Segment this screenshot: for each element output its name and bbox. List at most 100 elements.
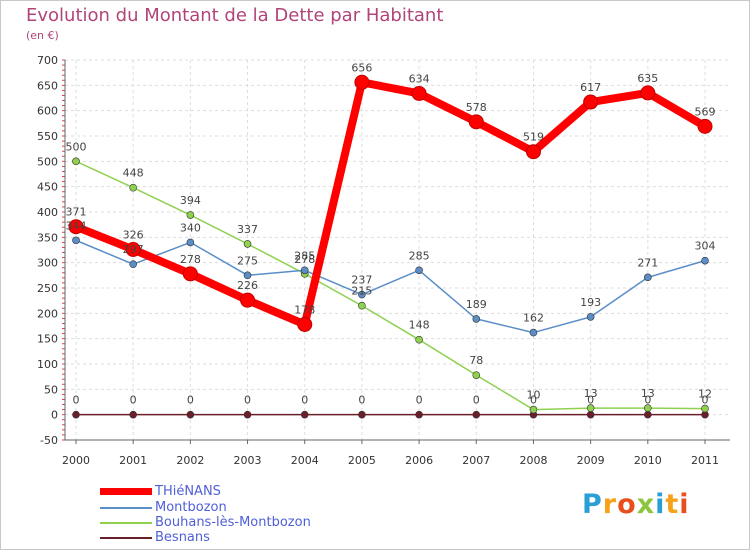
data-label: 578 (466, 101, 487, 114)
y-tick-label: 100 (37, 358, 58, 371)
data-label: 656 (351, 61, 372, 74)
x-tick-label: 2011 (691, 454, 719, 467)
data-label: 226 (237, 279, 258, 292)
data-label: 178 (294, 303, 315, 316)
y-tick-label: 600 (37, 105, 58, 118)
x-tick-label: 2005 (348, 454, 376, 467)
series-line (75, 239, 706, 334)
y-tick-label: 200 (37, 307, 58, 320)
chart-subtitle: (en €) (26, 29, 59, 42)
data-point (125, 241, 141, 257)
series-line (75, 160, 706, 411)
x-tick-label: 2004 (291, 454, 319, 467)
data-point (468, 114, 484, 130)
x-tick-label: 2009 (577, 454, 605, 467)
y-tick-label: 300 (37, 257, 58, 270)
x-tick-label: 2007 (462, 454, 490, 467)
data-label: 0 (130, 394, 137, 407)
data-point (72, 157, 80, 166)
data-point (415, 266, 423, 275)
legend-label: Bouhans-lès-Montbozon (155, 515, 311, 530)
data-point (182, 266, 198, 282)
x-tick-label: 2000 (62, 454, 90, 467)
legend-swatch (100, 537, 152, 539)
data-label: 519 (523, 131, 544, 144)
legend-item-bouhans: Bouhans-lès-Montbozon (100, 515, 380, 531)
x-tick-label: 2001 (119, 454, 147, 467)
y-tick-label: 550 (37, 130, 58, 143)
legend-swatch (100, 522, 152, 524)
data-point (186, 211, 195, 219)
data-label: 162 (523, 312, 544, 325)
data-label: 344 (66, 219, 87, 232)
data-point (415, 335, 423, 344)
legend-label: THiéNANS (155, 484, 221, 499)
data-label: 448 (123, 167, 144, 180)
data-point (472, 371, 481, 379)
data-label: 0 (244, 394, 251, 407)
data-point (186, 410, 195, 419)
data-point (701, 404, 709, 413)
y-tick-label: 500 (37, 155, 58, 168)
data-label: 0 (73, 394, 80, 407)
data-label: 278 (180, 253, 201, 266)
data-label: 0 (587, 394, 594, 407)
legend-item-besnans: Besnans (100, 530, 380, 546)
data-label: 337 (237, 223, 258, 236)
data-label: 275 (237, 254, 258, 267)
data-point (472, 315, 481, 323)
data-label: 271 (637, 256, 658, 269)
data-point (300, 266, 309, 275)
legend-label: Montbozon (155, 500, 227, 515)
y-tick-label: 450 (37, 181, 58, 194)
x-tick-label: 2002 (176, 454, 204, 467)
data-point (640, 85, 656, 101)
data-label: 0 (358, 394, 365, 407)
data-point (297, 316, 313, 332)
data-point (644, 410, 652, 419)
data-point (644, 404, 652, 412)
data-point (701, 256, 709, 265)
legend-swatch (100, 507, 152, 509)
data-point (354, 74, 370, 90)
data-label: 500 (66, 140, 87, 153)
y-tick-label: 400 (37, 206, 58, 219)
data-label: 278 (294, 253, 315, 266)
x-tick-label: 2010 (634, 454, 662, 467)
data-label: 0 (644, 394, 651, 407)
data-label: 285 (294, 249, 315, 262)
data-label: 340 (180, 221, 201, 234)
y-tick-label: 350 (37, 231, 58, 244)
data-label: 13 (584, 387, 598, 400)
data-label: 10 (526, 389, 540, 402)
y-tick-label: 0 (51, 409, 58, 422)
data-point (644, 273, 652, 282)
data-label: 78 (469, 354, 483, 367)
data-label: 237 (351, 274, 372, 287)
data-point (240, 292, 256, 308)
data-point (586, 404, 595, 412)
proxiti-logo: Proxiti (582, 489, 690, 520)
data-label: 304 (695, 240, 716, 253)
chart-title: Evolution du Montant de la Dette par Hab… (26, 5, 444, 26)
data-point (529, 328, 538, 337)
data-point (243, 240, 252, 248)
y-tick-label: 150 (37, 333, 58, 346)
data-point (129, 410, 137, 419)
data-point (129, 260, 137, 268)
data-point (300, 410, 309, 419)
data-label: 0 (473, 394, 480, 407)
data-label: 634 (409, 72, 430, 85)
data-point (411, 85, 427, 101)
data-point (529, 405, 538, 414)
data-label: 394 (180, 194, 201, 207)
data-point (68, 219, 84, 235)
data-point (583, 94, 599, 110)
legend-label: Besnans (155, 530, 210, 545)
legend-item-thienans: THiéNANS (100, 484, 380, 500)
data-point (697, 118, 713, 134)
data-label: 326 (123, 228, 144, 241)
data-label: 0 (187, 394, 194, 407)
data-label: 635 (637, 72, 658, 85)
